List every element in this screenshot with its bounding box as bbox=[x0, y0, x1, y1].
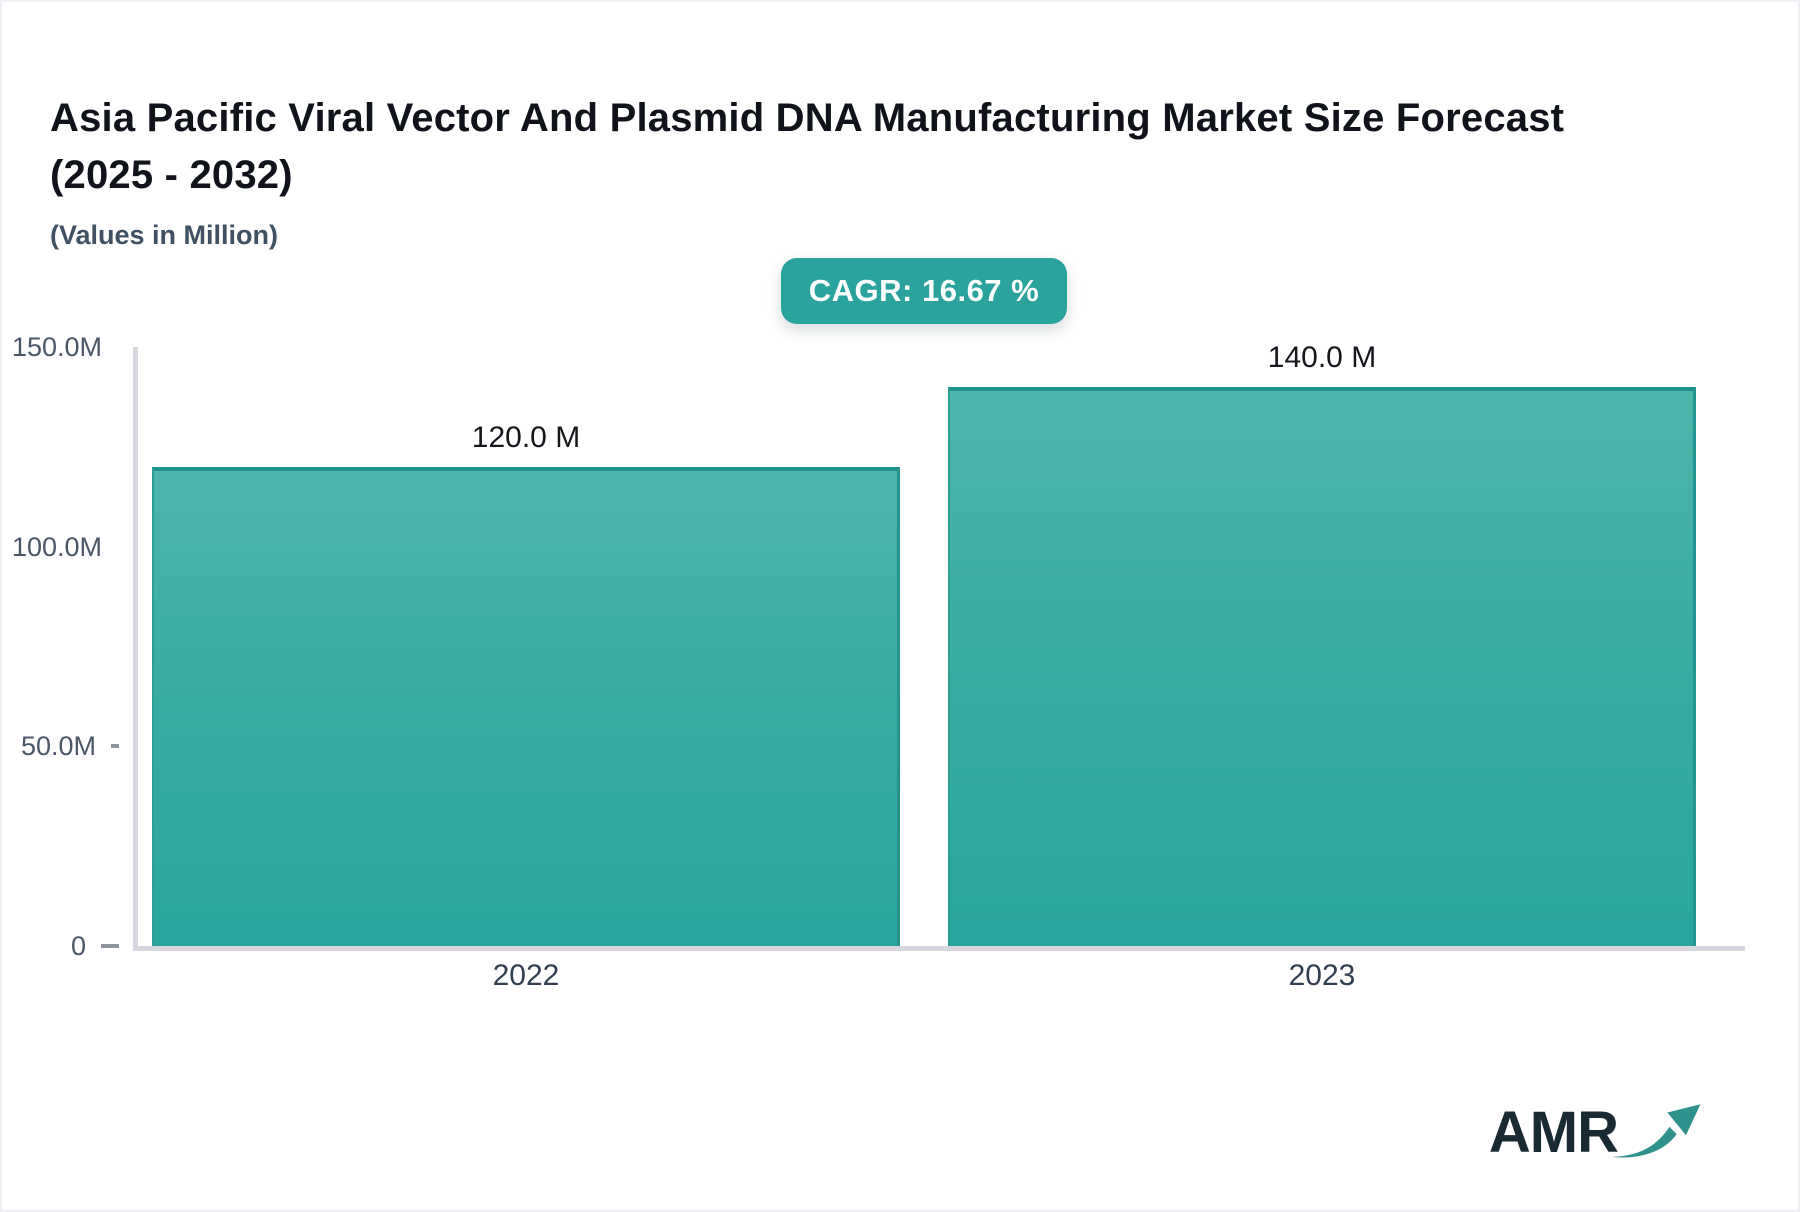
chart-title-line1: Asia Pacific Viral Vector And Plasmid DN… bbox=[50, 96, 1565, 140]
chart-title: Asia Pacific Viral Vector And Plasmid DN… bbox=[50, 90, 1798, 204]
y-axis-line bbox=[133, 347, 138, 951]
x-axis-label: 2022 bbox=[492, 959, 560, 992]
bar-value-label: 140.0 M bbox=[1267, 341, 1377, 374]
x-axis-label: 2023 bbox=[1288, 959, 1356, 992]
cagr-badge-container: CAGR: 16.67 % bbox=[50, 258, 1798, 324]
cagr-badge: CAGR: 16.67 % bbox=[780, 258, 1068, 324]
y-axis-tick bbox=[101, 944, 119, 948]
chart-subtitle: (Values in Million) bbox=[50, 220, 279, 250]
bar-2022 bbox=[152, 467, 900, 946]
x-axis-line bbox=[133, 946, 1745, 951]
bar-2023 bbox=[948, 387, 1696, 946]
y-axis-label: 100.0M bbox=[11, 531, 102, 562]
y-axis-label: 50.0M bbox=[20, 731, 96, 762]
growth-arrow-icon bbox=[1611, 1104, 1701, 1158]
bar-value-label: 120.0 M bbox=[471, 421, 581, 454]
chart-title-line2: (2025 - 2032) bbox=[50, 153, 293, 197]
amr-logo-text: AMR bbox=[1488, 1100, 1619, 1165]
y-axis-label: 0 bbox=[70, 931, 86, 961]
y-axis-label: 150.0M bbox=[11, 332, 102, 362]
amr-logo: AMR bbox=[1489, 1098, 1704, 1162]
y-axis-tick bbox=[111, 744, 119, 749]
